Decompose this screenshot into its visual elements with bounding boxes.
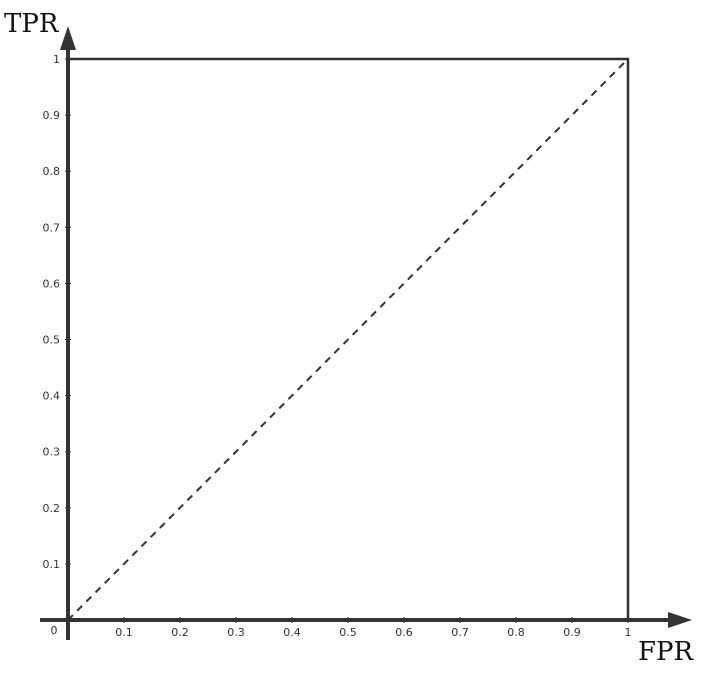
x-tick-label: 0.9 — [563, 626, 581, 639]
y-tick-label: 0.5 — [43, 334, 61, 347]
axes-layer — [40, 26, 692, 640]
x-tick-label: 0.1 — [115, 626, 133, 639]
y-tick-label: 0.4 — [43, 390, 61, 403]
y-tick-label: 0.8 — [43, 165, 61, 178]
x-axis-title: FPR — [638, 637, 695, 667]
y-tick-label: 0.2 — [43, 502, 61, 515]
y-tick-label: 0.3 — [43, 446, 61, 459]
y-tick-label: 0.1 — [43, 558, 61, 571]
y-tick-label: 1 — [53, 53, 60, 66]
y-axis-title: TPR — [4, 9, 60, 39]
x-axis-arrow — [668, 612, 692, 628]
random-classifier-line — [67, 58, 629, 621]
x-tick-label: 1 — [625, 626, 632, 639]
y-tick-label: 0.9 — [43, 109, 61, 122]
y-axis-arrow — [60, 26, 76, 50]
origin-label: 0 — [51, 624, 58, 637]
y-tick-label: 0.7 — [43, 221, 61, 234]
tick-layer: 0.1 0.2 0.3 0.4 0.5 0.6 0.7 0.8 0.9 1 0.1 0.2 0.3 0.4… — [43, 53, 632, 639]
x-tick-label: 0.8 — [507, 626, 525, 639]
x-tick-label: 0.6 — [395, 626, 413, 639]
x-tick-label: 0.3 — [227, 626, 245, 639]
x-tick-label: 0.7 — [451, 626, 469, 639]
x-tick-label: 0.5 — [339, 626, 357, 639]
x-tick-label: 0.2 — [171, 626, 189, 639]
y-tick-label: 0.6 — [43, 277, 61, 290]
x-tick-label: 0.4 — [283, 626, 301, 639]
series-layer — [66, 57, 630, 621]
